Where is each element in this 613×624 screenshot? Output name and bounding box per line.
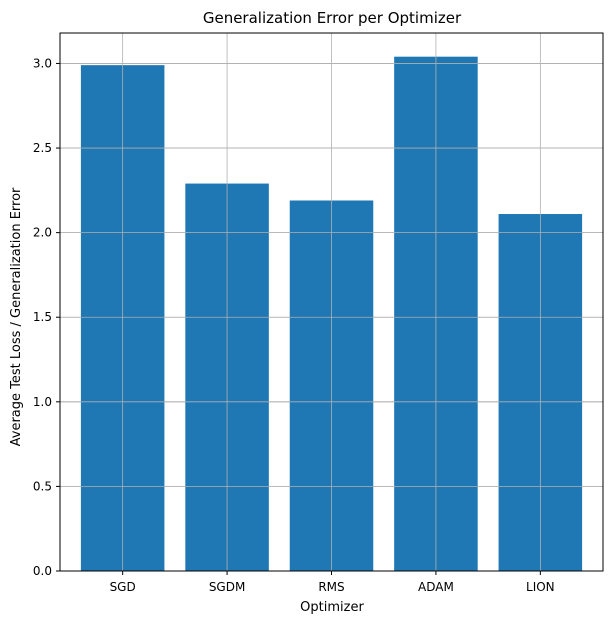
y-tick-label: 2.0 [33, 226, 52, 240]
chart-title: Generalization Error per Optimizer [203, 9, 462, 27]
x-tick-label: SGDM [209, 580, 246, 594]
x-tick-label: ADAM [418, 580, 454, 594]
y-tick-label: 1.0 [33, 395, 52, 409]
y-axis-ticks: 0.0 0.5 1.0 1.5 2.0 2.5 3.0 [33, 56, 60, 578]
x-tick-label: LION [526, 580, 555, 594]
x-tick-label: SGD [110, 580, 136, 594]
x-axis-ticks: SGD SGDM RMS ADAM LION [110, 571, 555, 594]
y-tick-label: 1.5 [33, 310, 52, 324]
y-tick-label: 0.5 [33, 479, 52, 493]
x-tick-label: RMS [318, 580, 344, 594]
y-tick-label: 2.5 [33, 141, 52, 155]
grid-lines-over-bars [60, 33, 603, 572]
y-tick-label: 3.0 [33, 56, 52, 70]
y-tick-label: 0.0 [33, 564, 52, 578]
y-axis-label: Average Test Loss / Generalization Error [9, 187, 24, 446]
x-axis-label: Optimizer [300, 600, 364, 615]
